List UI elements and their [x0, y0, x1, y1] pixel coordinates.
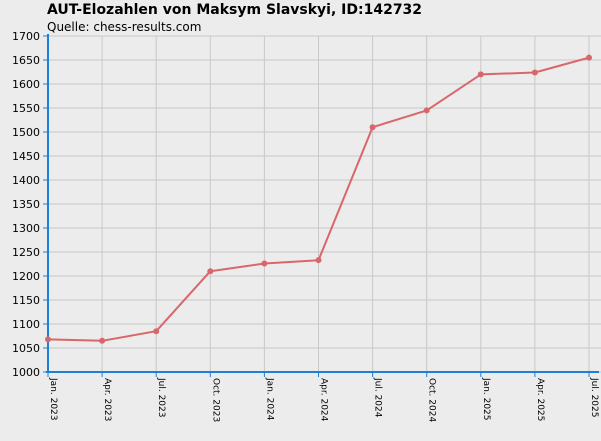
data-point	[586, 54, 592, 61]
y-tick-label: 1600	[12, 78, 40, 91]
x-tick-label: Jul. 2023	[156, 377, 166, 418]
data-point	[315, 257, 322, 264]
y-tick-label: 1050	[12, 342, 40, 355]
data-point	[369, 124, 376, 131]
y-tick-label: 1000	[12, 366, 40, 379]
data-point	[531, 69, 538, 76]
y-tick-label: 1250	[12, 246, 40, 259]
data-point	[207, 268, 214, 275]
x-tick-label: Oct. 2023	[210, 378, 220, 422]
chart-subtitle: Quelle: chess-results.com	[47, 20, 202, 34]
x-tick-label: Oct. 2024	[427, 378, 437, 422]
y-tick-label: 1400	[12, 174, 40, 187]
x-tick-label: Apr. 2024	[319, 378, 329, 422]
data-point	[477, 71, 484, 78]
y-tick-label: 1700	[12, 30, 40, 43]
y-tick-label: 1450	[12, 150, 40, 163]
data-point	[99, 337, 106, 344]
chart-title: AUT-Elozahlen von Maksym Slavskyi, ID:14…	[47, 2, 423, 18]
y-tick-label: 1300	[12, 222, 40, 235]
x-tick-label: Jul. 2025	[589, 377, 599, 418]
data-point	[423, 107, 430, 114]
y-tick-label: 1100	[12, 318, 40, 331]
y-tick-label: 1500	[12, 126, 40, 139]
y-tick-label: 1150	[12, 294, 40, 307]
data-point	[45, 336, 51, 343]
y-tick-label: 1550	[12, 102, 40, 115]
x-tick-label: Apr. 2025	[535, 378, 545, 421]
x-tick-labels: Jan. 2023 Apr. 2023 Jul. 2023 Oct. 2023 Jan.…	[48, 377, 599, 422]
axes	[43, 34, 599, 377]
x-tick-label: Jul. 2024	[373, 377, 383, 418]
x-tick-label: Apr. 2023	[102, 378, 112, 421]
data-point	[153, 328, 160, 335]
data-point	[261, 260, 268, 267]
x-tick-label: Jan. 2023	[48, 377, 58, 421]
series	[45, 54, 592, 344]
y-tick-label: 1200	[12, 270, 40, 283]
grid	[47, 35, 601, 373]
x-tick-label: Jan. 2024	[264, 377, 274, 421]
y-tick-label: 1350	[12, 198, 40, 211]
y-tick-labels: 1000 1050 1100 1150 1200 1250 1300 1350 1400 1450…	[12, 30, 40, 379]
y-tick-label: 1650	[12, 54, 40, 67]
x-tick-label: Jan. 2025	[481, 377, 491, 421]
